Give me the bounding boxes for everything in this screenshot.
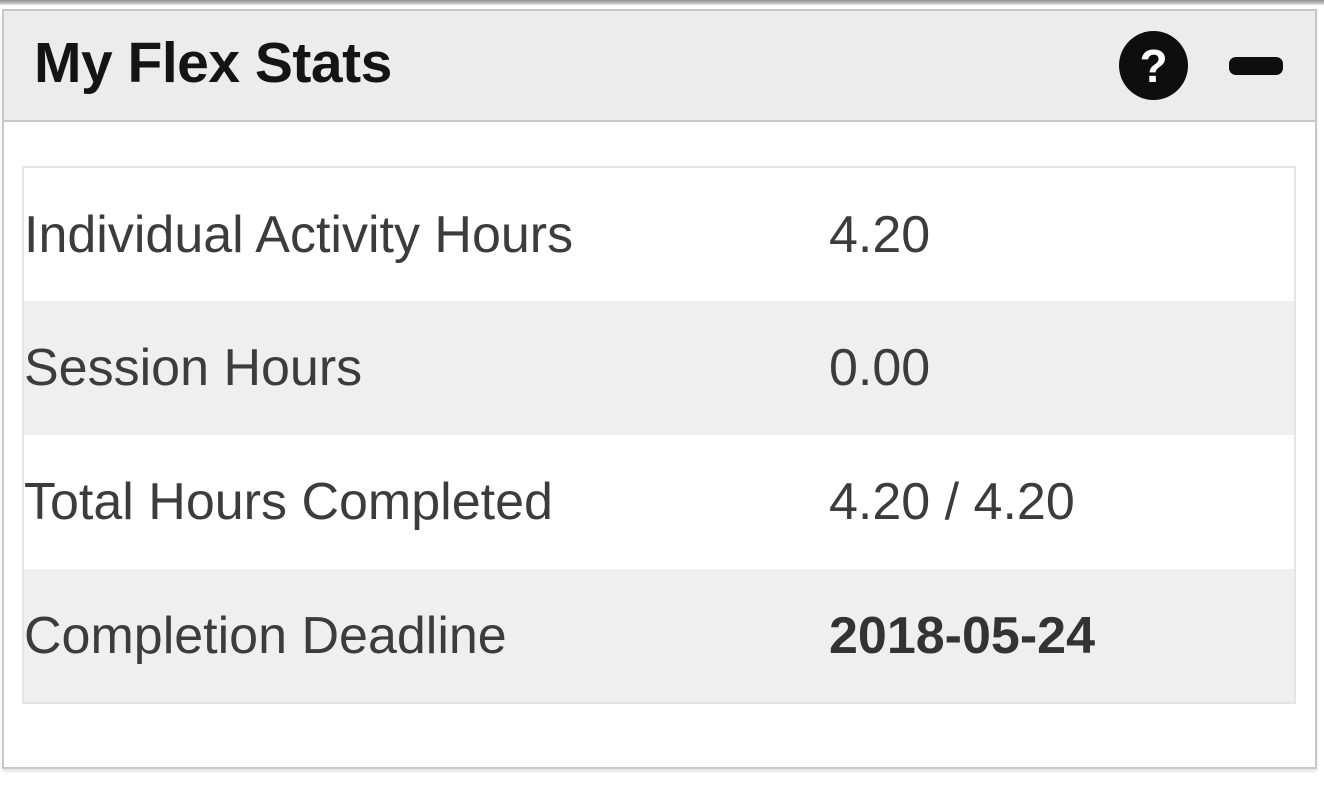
stat-value: 4.20 (829, 205, 931, 264)
stat-label: Completion Deadline (24, 606, 507, 665)
stats-table: Individual Activity Hours 4.20 Session Hou… (22, 166, 1296, 704)
flex-stats-widget: My Flex Stats ? Individual Activity Hour… (2, 9, 1317, 769)
table-row: Session Hours 0.00 (23, 301, 1295, 435)
widget-title: My Flex Stats (34, 31, 392, 95)
widget-body: Individual Activity Hours 4.20 Session Hou… (4, 122, 1315, 704)
widget-header: My Flex Stats ? (4, 11, 1315, 122)
stat-value: 2018-05-24 (829, 606, 1095, 665)
top-divider (0, 0, 1324, 5)
table-row: Completion Deadline 2018-05-24 (23, 569, 1295, 703)
stat-label: Individual Activity Hours (24, 205, 574, 264)
stat-value: 0.00 (829, 339, 931, 397)
collapse-minus-icon[interactable] (1229, 56, 1283, 75)
stat-value: 4.20 / 4.20 (829, 473, 1075, 531)
stat-label: Total Hours Completed (24, 473, 553, 531)
table-row: Individual Activity Hours 4.20 (23, 167, 1295, 301)
table-row: Total Hours Completed 4.20 / 4.20 (23, 435, 1295, 569)
stat-label: Session Hours (24, 339, 363, 397)
stats-table-body: Individual Activity Hours 4.20 Session Hou… (23, 167, 1295, 703)
help-icon[interactable]: ? (1119, 31, 1188, 100)
header-actions: ? (1119, 31, 1283, 100)
